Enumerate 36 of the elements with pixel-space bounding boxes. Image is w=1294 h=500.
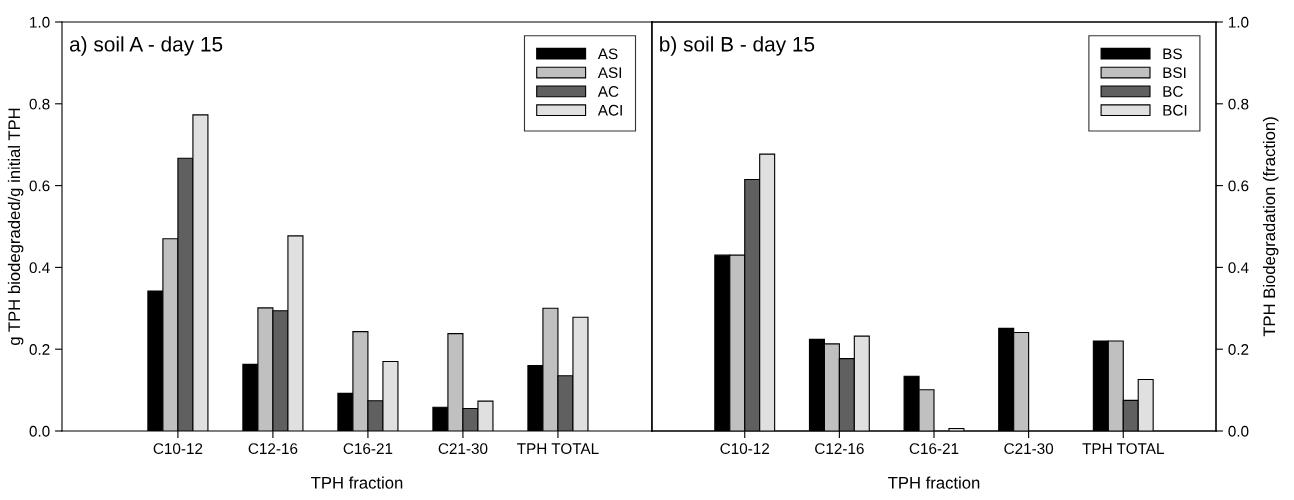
y-tick-label: 1.0 bbox=[30, 16, 50, 28]
x-tick-label: C10-12 bbox=[153, 443, 203, 455]
legend-label: AS bbox=[597, 48, 618, 60]
y-tick-label: 0.4 bbox=[29, 262, 50, 274]
y-tick-label: 0.6 bbox=[29, 180, 50, 192]
text: a) soil A - day 15 bbox=[69, 36, 223, 56]
legend-label: ACI bbox=[597, 104, 622, 116]
y2-tick-label: 0.6 bbox=[1228, 180, 1249, 192]
text: b) soil B - day 15 bbox=[660, 36, 815, 56]
y-tick-label: 0.0 bbox=[29, 425, 50, 437]
y-tick-label: 0.2 bbox=[29, 344, 50, 355]
x-tick-label: C21-30 bbox=[438, 443, 488, 455]
x-tick-label: TPH TOTAL bbox=[1082, 443, 1164, 455]
x-axis-title: TPH fraction bbox=[888, 476, 980, 489]
legend-label: ASI bbox=[597, 67, 622, 79]
y2-tick-label: 0.8 bbox=[1228, 98, 1249, 110]
x-tick-label: TPH TOTAL bbox=[517, 443, 599, 455]
x-tick-label: C12-16 bbox=[815, 443, 864, 455]
x-tick-label: C12-16 bbox=[248, 443, 298, 455]
y-axis-title: g TPH biodegraded/g initial TPH bbox=[7, 108, 24, 346]
x-axis-title: TPH fraction bbox=[311, 476, 403, 489]
legend-label: BCI bbox=[1163, 104, 1187, 116]
y2-tick-label: 1.0 bbox=[1228, 16, 1249, 28]
y2-tick-label: 0.2 bbox=[1228, 344, 1249, 355]
x-tick-label: C21-30 bbox=[1004, 443, 1054, 455]
legend-label: BS bbox=[1163, 48, 1182, 60]
y2-tick-label: 0.0 bbox=[1228, 425, 1249, 437]
x-tick-label: C16-21 bbox=[343, 443, 393, 455]
legend-label: BSI bbox=[1163, 67, 1186, 79]
legend-label: AC bbox=[597, 86, 619, 97]
y2-tick-label: 0.4 bbox=[1228, 262, 1249, 274]
x-tick-label: C16-21 bbox=[909, 443, 959, 455]
y2-axis-title: TPH Biodegradation (fraction) bbox=[1262, 117, 1279, 337]
legend-label: BC bbox=[1163, 86, 1183, 97]
y-tick-label: 0.8 bbox=[29, 98, 50, 110]
x-tick-label: C10-12 bbox=[720, 443, 770, 455]
